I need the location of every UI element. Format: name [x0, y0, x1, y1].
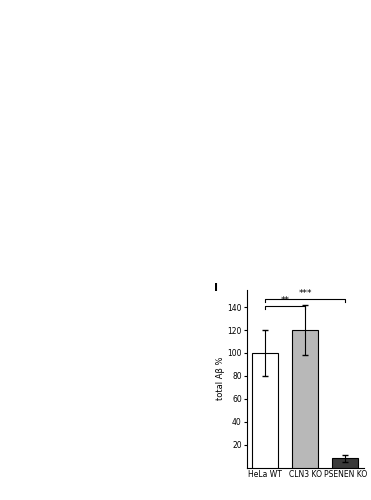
Text: ***: ***: [298, 289, 312, 298]
Bar: [332, 458, 358, 468]
Text: **: **: [280, 296, 290, 305]
Bar: [252, 353, 278, 468]
Y-axis label: total Aβ %: total Aβ %: [216, 357, 224, 401]
Text: I: I: [214, 283, 218, 293]
Bar: [292, 330, 318, 468]
